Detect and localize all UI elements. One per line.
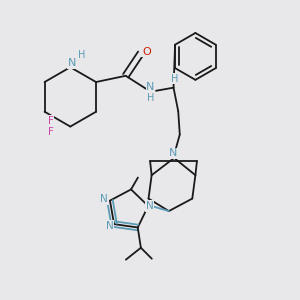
Text: O: O [142,47,151,57]
Text: N: N [68,58,76,68]
Text: H: H [78,50,85,60]
Text: N: N [106,221,113,231]
Text: N: N [100,194,108,204]
Text: N: N [146,201,154,211]
Text: N: N [146,82,154,92]
Text: H: H [171,74,179,84]
Text: F: F [48,127,54,137]
Text: F: F [48,116,54,126]
Text: N: N [168,148,177,158]
Text: H: H [147,93,154,103]
